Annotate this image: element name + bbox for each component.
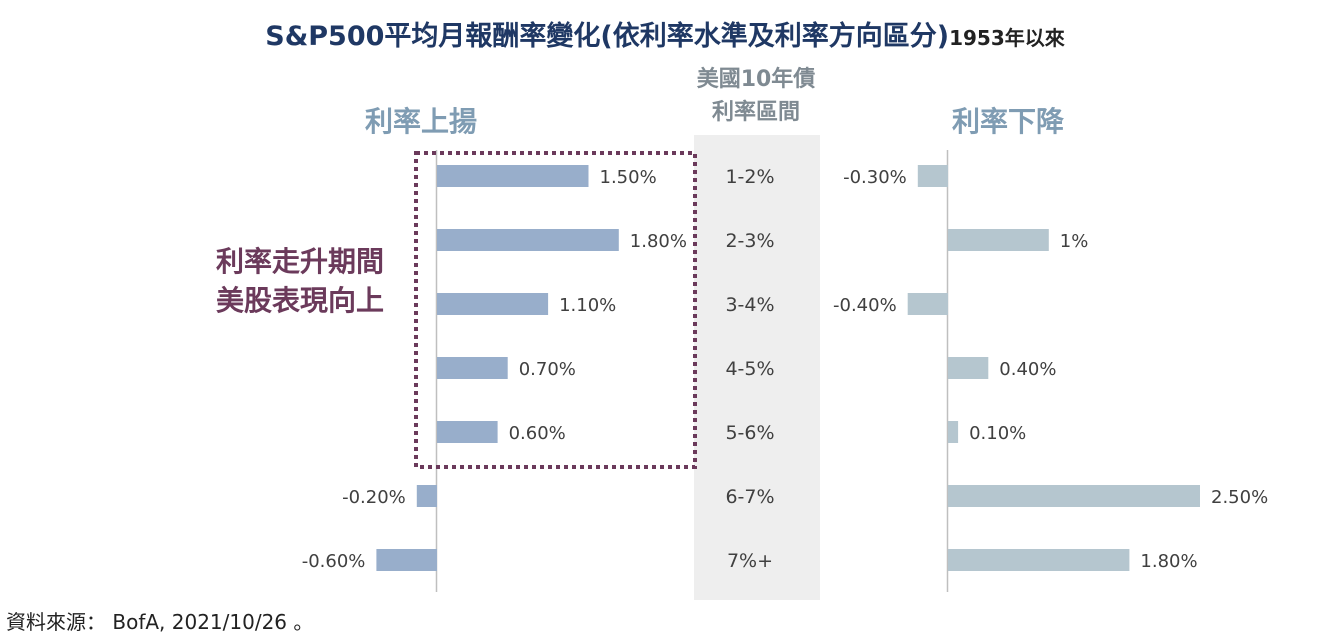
falling-label-7%+: 1.80%	[1140, 551, 1197, 572]
rising-bar-2-3%	[437, 229, 619, 251]
chart-title: S&P500平均月報酬率變化(依利率水準及利率方向區分)1953年以來	[0, 14, 1330, 53]
rising-panel-heading: 利率上揚	[365, 105, 477, 138]
rising-label-3-4%: 1.10%	[559, 295, 616, 316]
highlight-box	[414, 151, 697, 469]
category-label-4-5%: 4-5%	[725, 358, 774, 380]
falling-label-4-5%: 0.40%	[999, 359, 1056, 380]
rising-bar-3-4%	[437, 293, 549, 315]
center-header-line-1: 美國10年債	[697, 66, 816, 92]
category-label-6-7%: 6-7%	[725, 486, 774, 508]
annotation-line-2: 美股表現向上	[216, 284, 384, 317]
falling-label-1-2%: -0.30%	[843, 167, 907, 188]
falling-bar-1-2%	[917, 165, 948, 187]
falling-label-3-4%: -0.40%	[833, 295, 897, 316]
chart-title-main: S&P500平均月報酬率變化(依利率水準及利率方向區分)	[265, 21, 950, 52]
center-header-line-2: 利率區間	[712, 99, 800, 125]
falling-bar-7%+	[948, 549, 1130, 571]
rising-bar-1-2%	[437, 165, 589, 187]
category-label-7%+: 7%+	[727, 550, 773, 572]
falling-label-5-6%: 0.10%	[969, 423, 1026, 444]
center-band	[694, 135, 820, 600]
category-label-1-2%: 1-2%	[725, 166, 774, 188]
falling-panel-heading: 利率下降	[952, 105, 1065, 138]
category-label-3-4%: 3-4%	[725, 294, 774, 316]
rising-bars: 1.50% 1.80% 1.10% 0.70% 0.60% -0.20% -0.60%	[302, 165, 687, 572]
rising-label-2-3%: 1.80%	[630, 231, 687, 252]
rising-bar-7%+	[376, 549, 437, 571]
source-note: 資料來源： BofA, 2021/10/26 。	[6, 610, 314, 634]
falling-label-2-3%: 1%	[1060, 231, 1089, 252]
falling-bar-4-5%	[948, 357, 989, 379]
rising-label-5-6%: 0.60%	[509, 423, 566, 444]
falling-bar-2-3%	[948, 229, 1049, 251]
chart-title-suffix: 1953年以來	[949, 26, 1065, 50]
category-label-5-6%: 5-6%	[725, 422, 774, 444]
rising-label-1-2%: 1.50%	[600, 167, 657, 188]
rising-label-4-5%: 0.70%	[519, 359, 576, 380]
falling-bar-5-6%	[948, 421, 959, 443]
falling-bars: -0.30% 1% -0.40% 0.40% 0.10% 2.50% 1.80%	[833, 165, 1268, 572]
category-labels: 1-2% 2-3% 3-4% 4-5% 5-6% 6-7% 7%+	[725, 166, 774, 572]
falling-bar-3-4%	[907, 293, 948, 315]
category-label-2-3%: 2-3%	[725, 230, 774, 252]
rising-bar-5-6%	[437, 421, 498, 443]
annotation-line-1: 利率走升期間	[216, 245, 384, 278]
rising-label-6-7%: -0.20%	[342, 487, 406, 508]
bar-chart: 美國10年債 利率區間 利率上揚 利率下降 利率走升期間 美股表現向上 1.50…	[216, 66, 1268, 600]
rising-label-7%+: -0.60%	[302, 551, 366, 572]
rising-bar-6-7%	[416, 485, 437, 507]
falling-bar-6-7%	[948, 485, 1200, 507]
falling-label-6-7%: 2.50%	[1211, 487, 1268, 508]
rising-bar-4-5%	[437, 357, 508, 379]
